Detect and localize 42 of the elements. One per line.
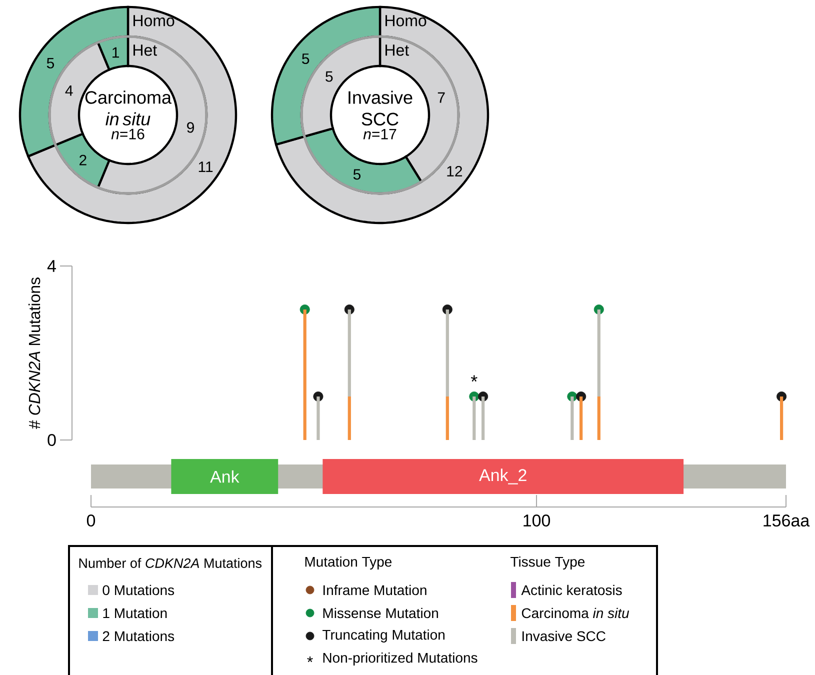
y-axis-title: # CDKN2A Mutations (28, 278, 40, 429)
text: Number of CDKN2A Mutations (79, 558, 262, 568)
data-label: 9 (187, 122, 194, 133)
legend-label: Actinic keratosis (521, 584, 622, 596)
data-label: 5 (353, 169, 361, 180)
category-label: 2 Mutations (102, 630, 174, 642)
legend-label: Missense Mutation (323, 608, 438, 618)
x-tick-label: 156aa (764, 514, 810, 527)
annotation: * (470, 375, 478, 382)
data-label: 1 (112, 47, 119, 58)
data-label: 2 (80, 154, 86, 166)
legend-title: Mutation Type (305, 556, 392, 570)
category-label: 0 Mutations (102, 584, 174, 596)
x-tick-label: 100 (524, 514, 550, 527)
legend-label: Inframe Mutation (324, 584, 426, 596)
data-label: 5 (46, 58, 54, 68)
text: n=16 (111, 128, 144, 140)
text: * (307, 656, 313, 662)
data-label: 5 (326, 71, 333, 82)
series-label: Ank (210, 470, 240, 483)
legend-label: Carcinoma in situ (522, 608, 630, 618)
slice-label: Het (386, 44, 409, 56)
text: Tissue Type (510, 556, 585, 570)
data-label: 4 (65, 85, 73, 96)
data-label: 7 (438, 92, 445, 103)
slice-label: Homo (134, 15, 174, 26)
category-label: 1 Mutation (103, 608, 167, 618)
series-label: Ank_2 (479, 468, 526, 484)
legend-label: Truncating Mutation (322, 629, 444, 643)
legend-label: Invasive SCC (522, 630, 606, 642)
text: Carcinoma in situ (85, 90, 172, 126)
data-label: 12 (447, 166, 462, 176)
data-label: 11 (198, 162, 213, 172)
bar (171, 459, 278, 494)
x-tick-label: 0 (86, 514, 96, 527)
text: n=17 (363, 128, 396, 140)
bar (322, 459, 684, 494)
slice-label: Homo (386, 15, 426, 26)
slice-label: Het (134, 44, 157, 56)
text: Invasive SCC (348, 90, 412, 126)
data-label: 5 (302, 54, 310, 64)
text: Non-prioritized Mutations (323, 652, 478, 666)
